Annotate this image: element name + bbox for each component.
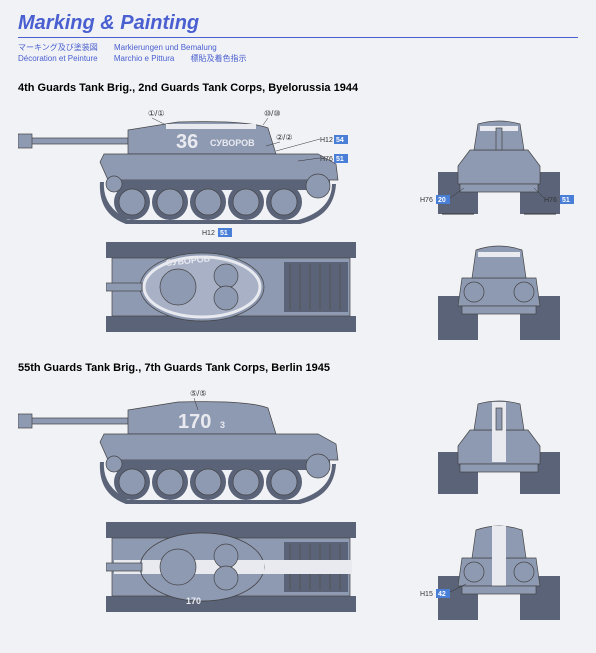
callout-prefix: H76 — [320, 156, 333, 163]
svg-text:H76: H76 — [420, 197, 433, 204]
scheme2-block: 170 3 ⑤/⑤ — [18, 378, 578, 628]
subtitle-cn: 標貼及着色指示 — [191, 54, 247, 63]
scheme1-label: 4th Guards Tank Brig., 2nd Guards Tank C… — [18, 82, 596, 94]
callout-decal: ①/① — [148, 109, 165, 118]
callout-box: 51 — [336, 156, 344, 163]
turret-text: СУВОРОВ — [210, 138, 255, 148]
svg-text:20: 20 — [438, 197, 446, 204]
svg-text:H76: H76 — [544, 197, 557, 204]
svg-text:170: 170 — [186, 596, 201, 606]
svg-text:3: 3 — [220, 420, 225, 430]
tank-rear-view — [420, 232, 578, 344]
scheme2-label: 55th Guards Tank Brig., 7th Guards Tank … — [18, 362, 596, 374]
callout-box: 54 — [336, 137, 344, 144]
svg-text:42: 42 — [438, 591, 446, 598]
tank-front-view: H76 20 H76 51 — [420, 106, 578, 218]
tank-side-view: 170 3 ⑤/⑤ — [18, 386, 356, 506]
callout-decal: ②/② — [276, 133, 293, 142]
header: Marking & Painting マーキング及び塗装図 Markierung… — [0, 0, 596, 68]
turret-number: 36 — [176, 131, 198, 153]
subtitle-it: Marchio e Pittura — [114, 54, 174, 63]
callout-decal: ⑤/⑤ — [190, 389, 207, 398]
svg-text:H15: H15 — [420, 591, 433, 598]
tank-top-view: 170 — [106, 516, 356, 618]
callout-prefix: H12 — [320, 137, 333, 144]
tank-front-view — [420, 386, 578, 498]
subtitle-de: Markierungen und Bemalung — [114, 43, 217, 52]
tank-top-view: СУВОРОВ — [106, 236, 356, 338]
svg-text:51: 51 — [562, 197, 570, 204]
tank-rear-view: H15 42 — [420, 512, 578, 624]
subtitle-row: マーキング及び塗装図 Markierungen und Bemalung Déc… — [18, 42, 578, 64]
turret-number: 170 — [178, 411, 211, 433]
scheme1-block: 36 СУВОРОВ ①/① ⑩/⑩ ②/② H12 54 H76 51 — [18, 98, 578, 348]
page-title: Marking & Painting — [18, 12, 578, 38]
tank-side-view: 36 СУВОРОВ ①/① ⑩/⑩ ②/② H12 54 H76 51 — [18, 106, 356, 226]
subtitle-jp: マーキング及び塗装図 — [18, 43, 98, 52]
callout-decal: ⑩/⑩ — [264, 109, 281, 118]
subtitle-fr: Décoration et Peinture — [18, 54, 98, 63]
